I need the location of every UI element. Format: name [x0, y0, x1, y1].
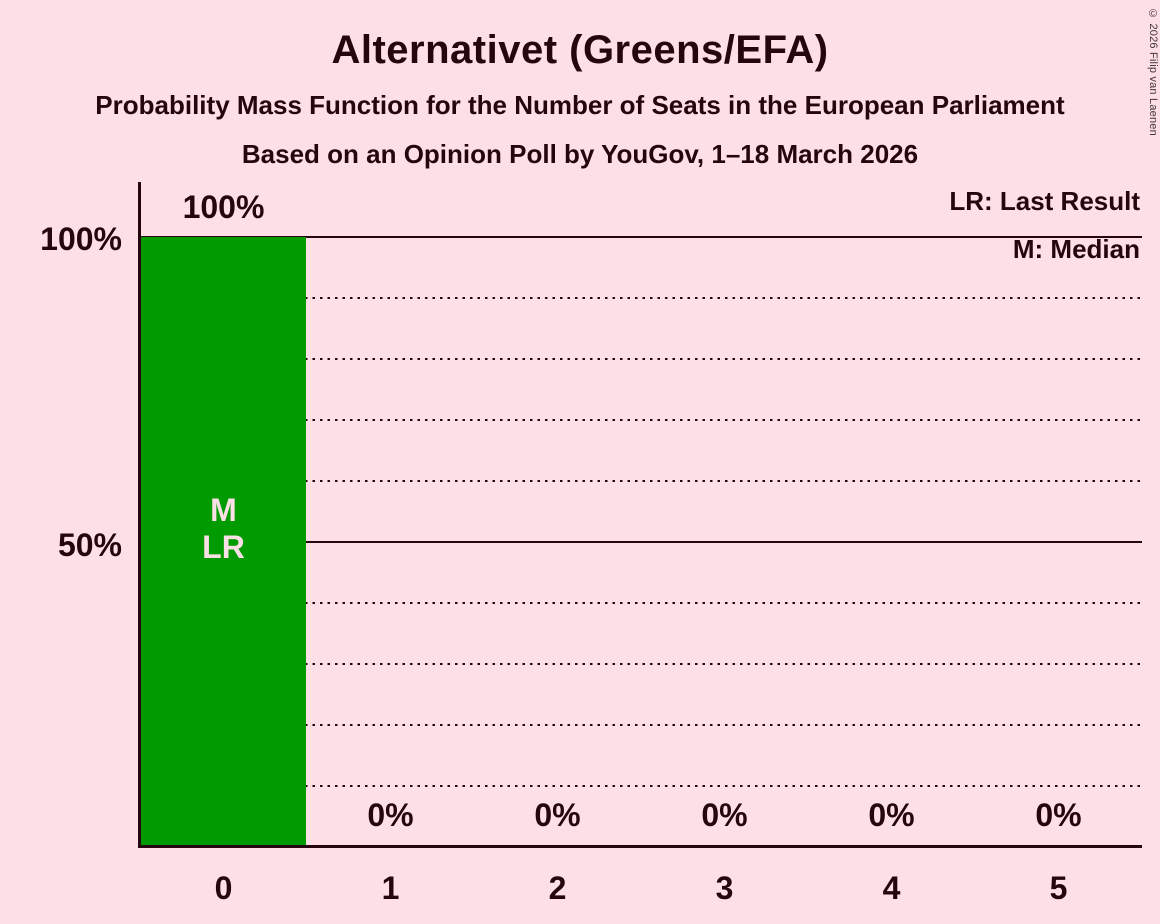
- gridline-solid-100: [140, 236, 1142, 238]
- x-axis-line: [138, 845, 1142, 848]
- gridline-dotted-80: [140, 358, 1142, 360]
- gridline-dotted-90: [140, 297, 1142, 299]
- bar-annotation-median-last-result: M LR: [202, 491, 245, 565]
- x-axis-label-5: 5: [1049, 870, 1068, 906]
- gridline-dotted-20: [140, 724, 1142, 726]
- bar-value-label-5: 0%: [1035, 797, 1082, 833]
- legend-median: M: Median: [1012, 234, 1140, 264]
- copyright-notice: © 2026 Filip van Laenen: [1147, 8, 1159, 136]
- gridline-dotted-10: [140, 785, 1142, 787]
- gridline-solid-50: [140, 541, 1142, 543]
- gridline-dotted-70: [140, 419, 1142, 421]
- plot-area: 100% 0% 0% 0% 0% 0% M LR: [140, 190, 1142, 847]
- gridline-dotted-30: [140, 663, 1142, 665]
- x-axis-label-3: 3: [715, 870, 734, 906]
- gridline-dotted-40: [140, 602, 1142, 604]
- x-axis-label-1: 1: [381, 870, 400, 906]
- bar-value-label-3: 0%: [701, 797, 748, 833]
- gridline-dotted-60: [140, 480, 1142, 482]
- chart-title: Alternativet (Greens/EFA): [331, 28, 829, 72]
- bar-value-label-1: 0%: [367, 797, 414, 833]
- bar-value-label-4: 0%: [868, 797, 915, 833]
- bar-value-label-0: 100%: [182, 189, 265, 225]
- y-axis-line: [138, 182, 141, 848]
- y-axis-label-100: 100%: [40, 221, 122, 257]
- chart-subtitle: Probability Mass Function for the Number…: [95, 90, 1065, 120]
- y-axis-label-50: 50%: [57, 527, 122, 563]
- legend-last-result: LR: Last Result: [949, 186, 1140, 216]
- bar-seats-0: [141, 237, 306, 845]
- x-axis-label-2: 2: [548, 870, 567, 906]
- x-axis-label-0: 0: [214, 870, 233, 906]
- x-axis-label-4: 4: [882, 870, 901, 906]
- bar-value-label-2: 0%: [534, 797, 581, 833]
- chart-subtitle-poll-info: Based on an Opinion Poll by YouGov, 1–18…: [241, 139, 919, 169]
